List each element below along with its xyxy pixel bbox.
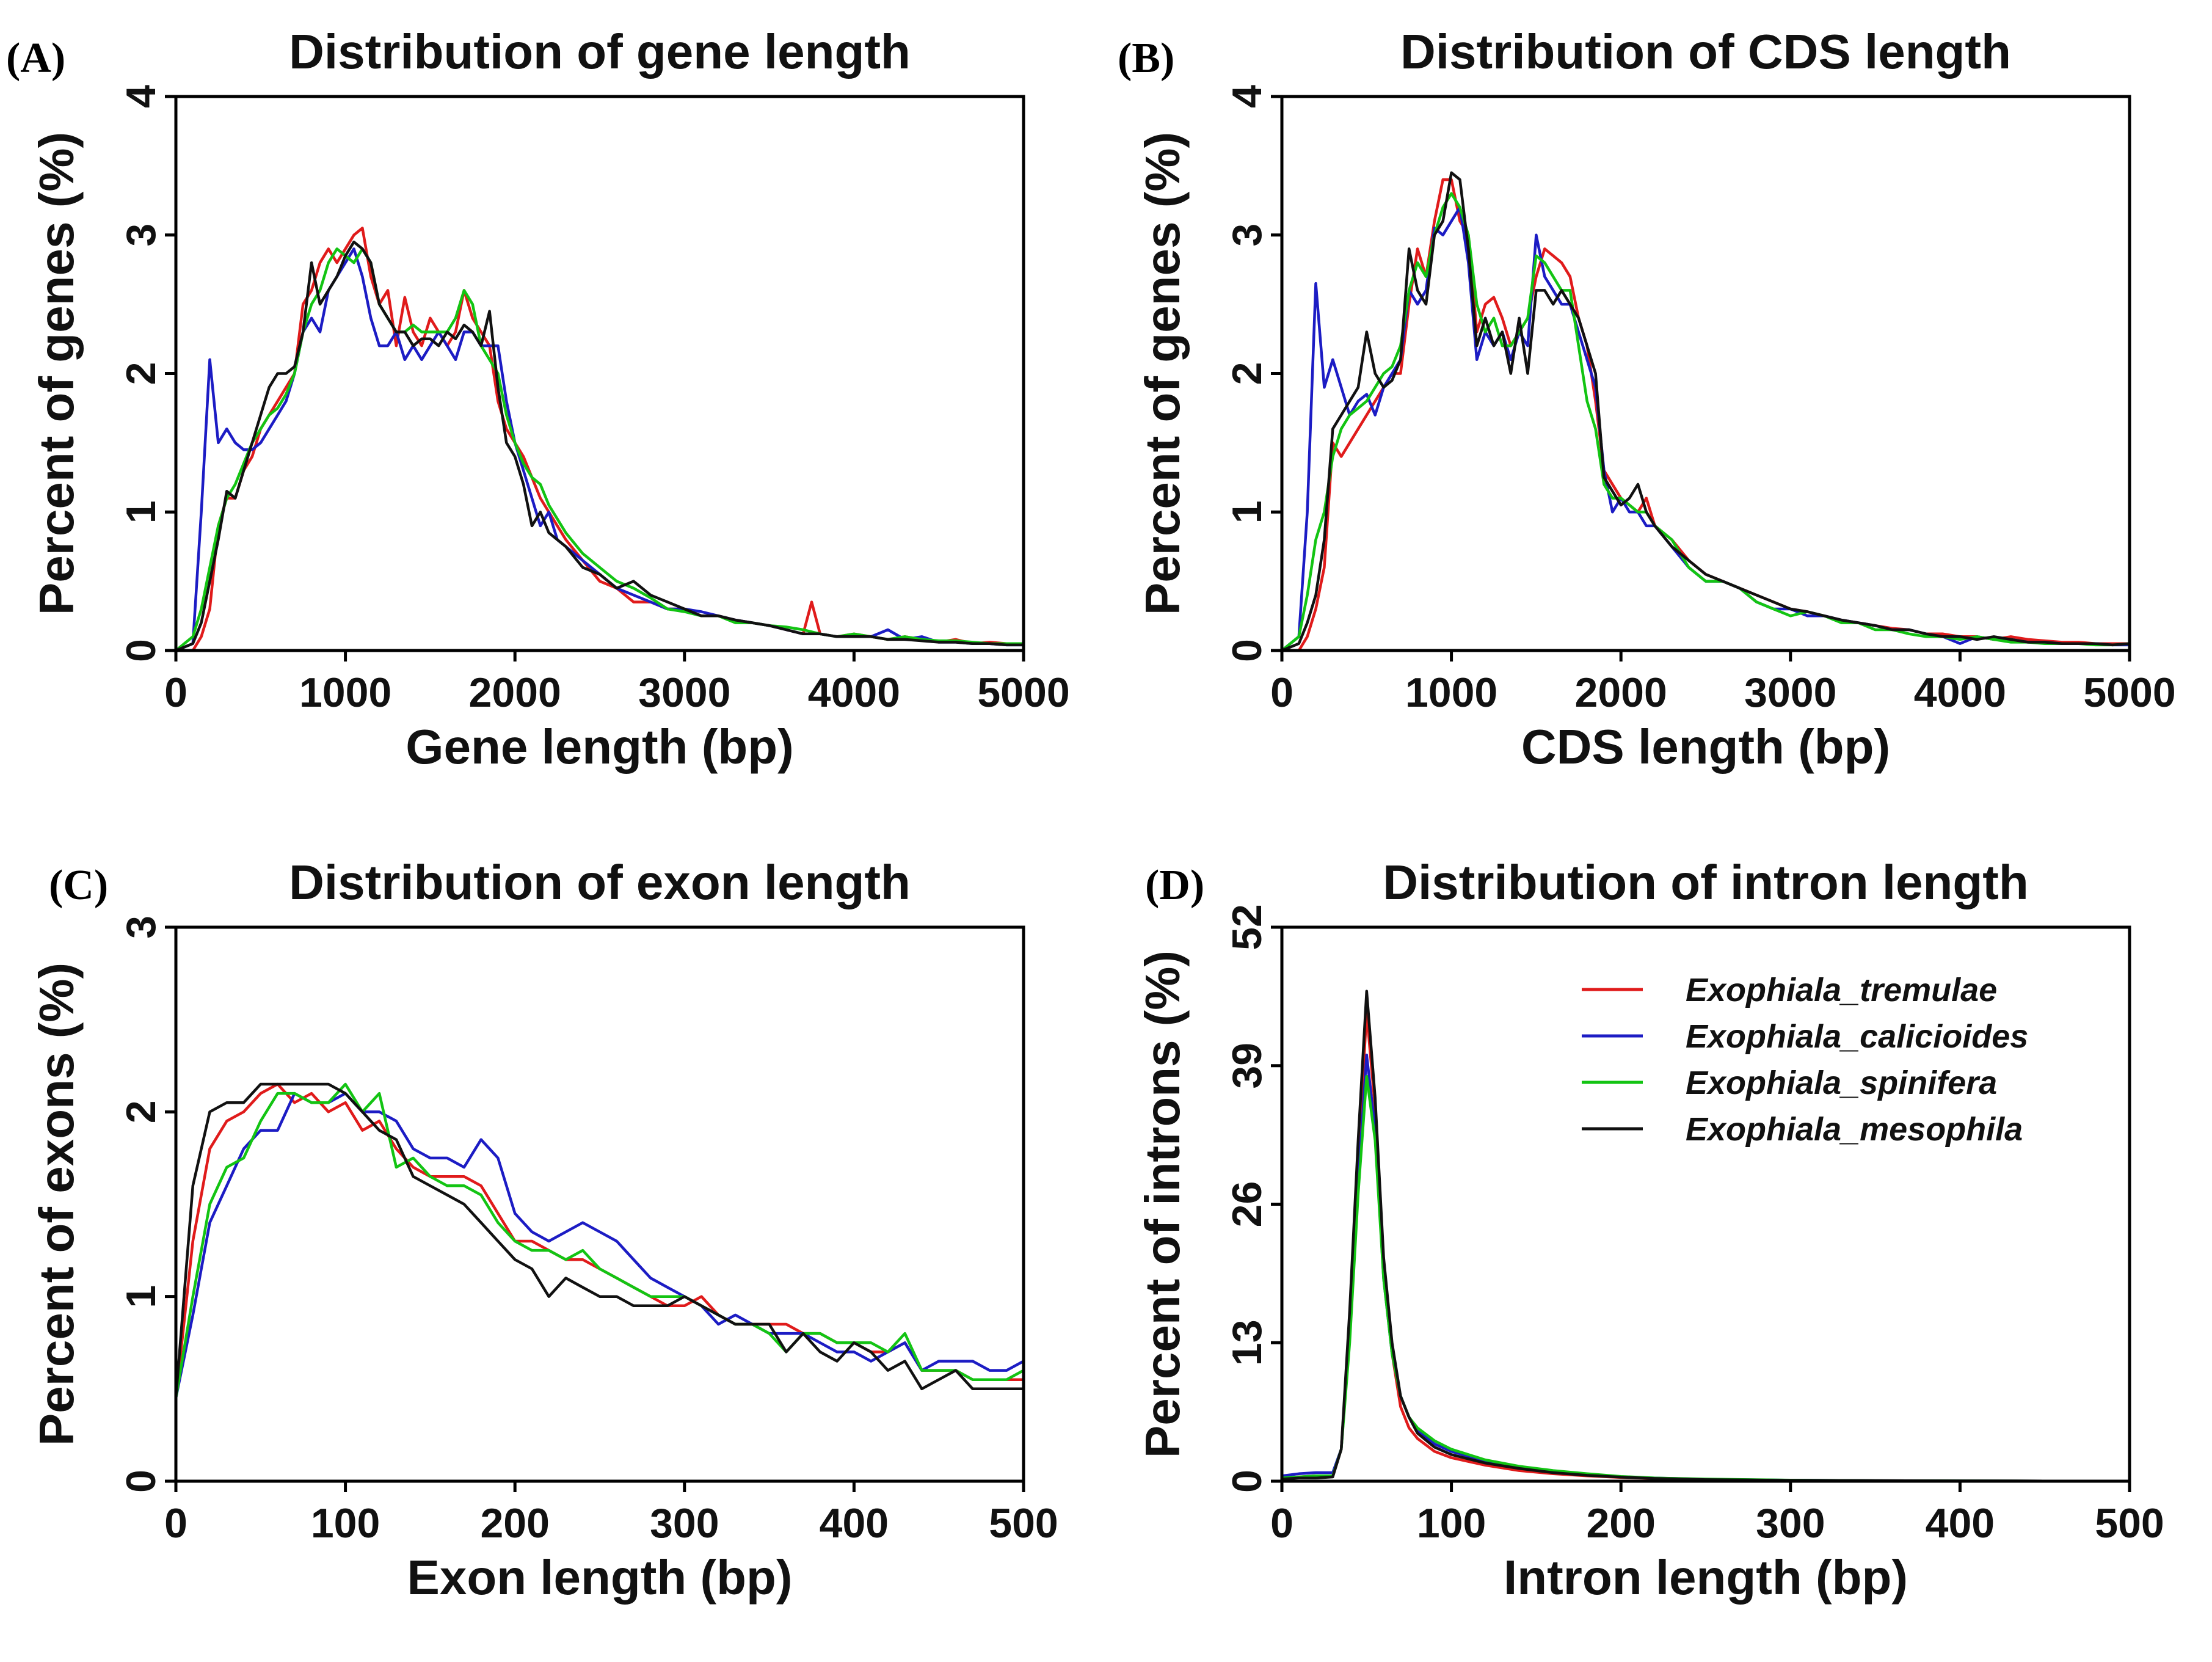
x-tick-label: 100 <box>1417 1500 1486 1547</box>
y-tick-label: 2 <box>118 1100 164 1123</box>
x-tick-label: 4000 <box>808 669 900 716</box>
y-tick-label: 1 <box>118 1285 164 1308</box>
legend-entry: Exophiala_mesophila <box>1686 1111 2023 1148</box>
y-tick-label: 39 <box>1224 1043 1270 1089</box>
x-tick-label: 3000 <box>638 669 730 716</box>
panel-label: (C) <box>49 862 108 909</box>
y-tick-label: 26 <box>1224 1181 1270 1228</box>
series-line-exophiala-spinifera <box>174 1082 1025 1400</box>
legend-entry: Exophiala_calicioides <box>1686 1018 2028 1055</box>
legend-entry: Exophiala_spinifera <box>1686 1065 1997 1101</box>
plot-frame <box>1280 925 2131 1483</box>
chart-panel-3: (C) Distribution of exon length 0 100 200 300… <box>29 855 1058 1605</box>
plot-frame <box>174 925 1025 1483</box>
x-tick-label: 2000 <box>1575 669 1667 716</box>
y-axis-title: Percent of exons (%) <box>29 963 84 1446</box>
series-line-exophiala-mesophila <box>174 240 1025 652</box>
chart-title: Distribution of gene length <box>289 24 911 79</box>
chart-panel-4: (D) Distribution of intron length 0 100 200 3… <box>1135 855 2164 1605</box>
y-tick-label: 1 <box>1224 500 1270 523</box>
x-tick-label: 3000 <box>1744 669 1836 716</box>
plot-frame <box>1280 95 2131 652</box>
x-tick-label: 200 <box>480 1500 549 1547</box>
series-line-exophiala-tremulae <box>174 227 1025 652</box>
series-line-exophiala-calicioides <box>1280 206 2131 652</box>
x-tick-label: 300 <box>1756 1500 1825 1547</box>
series-line-exophiala-mesophila <box>1280 171 2131 652</box>
x-tick-label: 200 <box>1586 1500 1655 1547</box>
x-tick-label: 100 <box>311 1500 380 1547</box>
x-axis-title: Exon length (bp) <box>407 1550 792 1605</box>
x-tick-label: 1000 <box>1405 669 1497 716</box>
x-tick-label: 400 <box>1926 1500 1995 1547</box>
panel-label: (D) <box>1145 862 1204 909</box>
x-tick-label: 2000 <box>469 669 561 716</box>
panel-label: (B) <box>1118 35 1174 82</box>
legend-entry: Exophiala_tremulae <box>1686 972 1997 1008</box>
x-tick-label: 500 <box>989 1500 1058 1547</box>
x-axis-title: Intron length (bp) <box>1504 1550 1908 1605</box>
x-tick-label: 0 <box>1270 669 1293 716</box>
chart-title: Distribution of intron length <box>1383 855 2029 909</box>
chart-panel-1: (A) Distribution of gene length 0 1000 2000 3… <box>6 24 1070 774</box>
x-tick-label: 0 <box>164 669 187 716</box>
y-tick-label: 3 <box>118 224 164 247</box>
y-tick-label: 4 <box>1224 85 1270 108</box>
series-line-exophiala-spinifera <box>1280 192 2131 652</box>
y-tick-label: 0 <box>1224 639 1270 662</box>
x-tick-label: 0 <box>1270 1500 1293 1547</box>
y-tick-label: 3 <box>1224 224 1270 247</box>
x-tick-label: 500 <box>2095 1500 2164 1547</box>
y-tick-label: 2 <box>118 362 164 385</box>
y-tick-label: 4 <box>118 85 164 108</box>
x-tick-label: 4000 <box>1914 669 2006 716</box>
x-tick-label: 0 <box>164 1500 187 1547</box>
y-tick-label: 3 <box>118 916 164 939</box>
y-tick-label: 0 <box>118 1470 164 1493</box>
series-line-exophiala-calicioides <box>174 1092 1025 1400</box>
x-tick-label: 1000 <box>299 669 391 716</box>
panel-label: (A) <box>6 35 65 82</box>
series-line-exophiala-mesophila <box>174 1082 1025 1400</box>
x-tick-label: 300 <box>650 1500 719 1547</box>
y-tick-label: 2 <box>1224 362 1270 385</box>
y-axis-title: Percent of genes (%) <box>1135 132 1190 615</box>
x-axis-title: Gene length (bp) <box>406 720 794 774</box>
y-tick-label: 13 <box>1224 1319 1270 1366</box>
chart-title: Distribution of exon length <box>289 855 911 909</box>
y-tick-label: 0 <box>118 639 164 662</box>
x-axis-title: CDS length (bp) <box>1521 720 1890 774</box>
legend: Exophiala_tremulae Exophiala_calicioides E… <box>1582 972 2028 1148</box>
y-axis-title: Percent of introns (%) <box>1135 950 1190 1458</box>
x-tick-label: 5000 <box>977 669 1069 716</box>
x-tick-label: 5000 <box>2083 669 2175 716</box>
chart-title: Distribution of CDS length <box>1400 24 2011 79</box>
x-tick-label: 400 <box>820 1500 889 1547</box>
series-line-exophiala-tremulae <box>174 1082 1025 1400</box>
y-tick-label: 52 <box>1224 904 1270 950</box>
y-axis-title: Percent of genes (%) <box>29 132 84 615</box>
y-tick-label: 0 <box>1224 1470 1270 1493</box>
y-tick-label: 1 <box>118 500 164 523</box>
